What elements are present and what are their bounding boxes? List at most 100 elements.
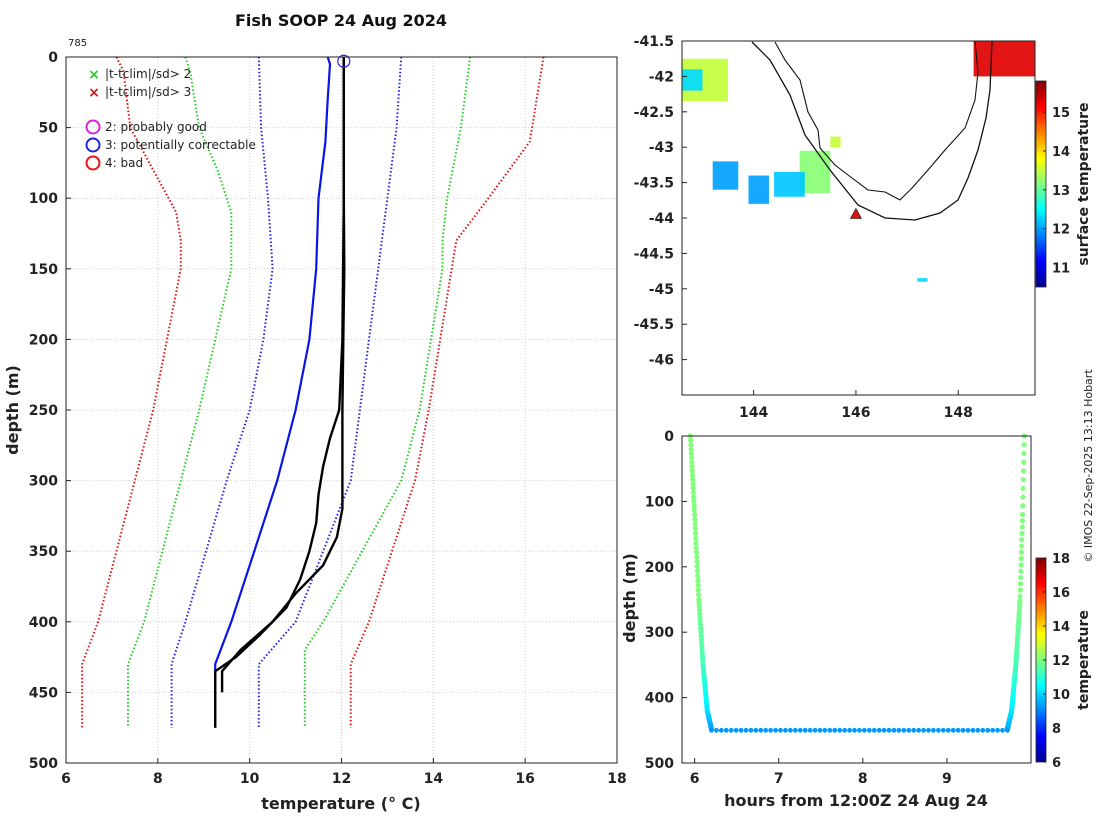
- depth-time-point: [1019, 537, 1025, 543]
- depth-time-point: [1021, 459, 1027, 465]
- depth-time-point: [695, 578, 701, 584]
- depth-time-point: [689, 459, 695, 465]
- drop-id-label: 785: [68, 38, 87, 49]
- temperature-colorbar-tick-label: 12: [1052, 654, 1070, 669]
- depth-time-point: [935, 727, 941, 733]
- depth-time-x-tick-label: 8: [858, 771, 868, 787]
- map-y-tick-label: -44: [649, 211, 675, 227]
- map-y-tick-label: -46: [649, 353, 674, 369]
- depth-time-panel: 6 7 8 9 0 100 200 300 400 500 hours from 12:00Z …: [620, 429, 1092, 810]
- depth-time-point: [1017, 587, 1023, 593]
- depth-time-point: [1018, 549, 1025, 555]
- depth-time-point: [694, 559, 700, 565]
- depth-time-point: [1020, 494, 1026, 500]
- legend-label-bad: 4: bad: [105, 156, 143, 170]
- legend-marker-magenta-circle: [85, 119, 101, 135]
- depth-time-point: [783, 727, 788, 733]
- depth-time-y-tick-label: 100: [645, 494, 674, 510]
- imos-credit: © IMOS 22-Sep-2025 13:13 Hobart: [1082, 369, 1095, 563]
- depth-time-point: [778, 727, 783, 733]
- depth-time-point: [693, 540, 699, 546]
- sst-patch: [774, 171, 805, 197]
- profile-x-label: temperature (° C): [261, 794, 420, 813]
- depth-time-point: [866, 727, 872, 733]
- legend-marker-green-x: ×: [88, 67, 100, 83]
- depth-time-point: [695, 587, 701, 593]
- temperature-colorbar-tick-label: 14: [1052, 620, 1070, 635]
- legend-marker-red-x: ×: [88, 85, 100, 101]
- depth-time-point: [768, 727, 774, 733]
- depth-time-point: [1021, 442, 1027, 448]
- legend-marker-blue-circle: [85, 137, 101, 153]
- depth-time-point: [1020, 468, 1027, 474]
- depth-time-point: [695, 592, 702, 598]
- depth-time-point: [832, 727, 838, 733]
- depth-time-point: [691, 507, 697, 513]
- depth-time-y-ticks: 0 100 200 300 400 500: [645, 429, 687, 772]
- depth-time-point: [693, 544, 699, 551]
- sst-colorbar-tick-label: 11: [1052, 262, 1070, 277]
- depth-time-point: [1018, 562, 1024, 568]
- profile-y-tick-label: 50: [39, 121, 59, 137]
- map-y-tick-label: -43: [649, 140, 674, 156]
- depth-time-point: [709, 727, 714, 733]
- profile-y-tick-label: 350: [29, 544, 58, 560]
- depth-time-frame: [681, 435, 1032, 764]
- depth-time-point: [940, 727, 946, 733]
- map-x-ticks: 144 146 148: [739, 390, 973, 421]
- depth-time-point: [960, 727, 966, 733]
- depth-time-point: [695, 573, 701, 579]
- depth-time-point: [692, 526, 698, 532]
- depth-time-point: [690, 490, 697, 496]
- profile-series-clim-3sd: [81, 57, 182, 728]
- depth-time-point: [842, 727, 848, 733]
- sst-colorbar-tick-label: 12: [1052, 223, 1070, 238]
- map-y-tick-label: -43.5: [634, 176, 674, 192]
- depth-time-point: [689, 472, 696, 478]
- temperature-colorbar-tick-label: 18: [1052, 552, 1070, 567]
- profile-y-tick-label: 150: [29, 262, 58, 278]
- map-y-ticks: -41.5 -42 -42.5 -43 -43.5 -44 -44.5 -45 -45.5 -46: [634, 34, 687, 369]
- depth-time-point: [990, 727, 996, 733]
- legend-marker-red-circle: [85, 155, 101, 171]
- depth-time-y-tick-label: 300: [645, 625, 674, 641]
- legend-label-3sd: |t-tclim|/sd> 3: [105, 85, 191, 99]
- depth-time-point: [876, 727, 882, 733]
- depth-time-point: [691, 494, 697, 500]
- legend-label-2sd: |t-tclim|/sd> 2: [105, 67, 191, 81]
- depth-time-point: [1005, 727, 1010, 733]
- depth-time-point: [1017, 598, 1023, 604]
- profile-x-tick-label: 16: [515, 771, 534, 787]
- depth-time-point: [690, 485, 696, 491]
- temperature-colorbar-tick-label: 6: [1052, 756, 1061, 771]
- profile-x-tick-label: 6: [61, 771, 71, 787]
- depth-time-y-tick-label: 200: [645, 560, 674, 576]
- depth-time-point: [926, 727, 931, 733]
- depth-time-point: [1019, 524, 1025, 530]
- depth-time-point: [906, 727, 912, 733]
- depth-time-point: [802, 727, 808, 733]
- sst-patch: [748, 175, 769, 204]
- legend-label-correctable: 3: potentially correctable: [105, 138, 256, 152]
- depth-time-point: [738, 727, 744, 733]
- depth-time-point: [695, 582, 701, 588]
- depth-time-point: [822, 727, 828, 733]
- depth-time-point: [728, 727, 734, 733]
- temperature-colorbar-ticks: 6 8 10 12 14 16 18: [1043, 552, 1070, 771]
- coast-outer: [751, 41, 993, 221]
- profile-series-clim-1sd: [170, 57, 274, 728]
- depth-time-point: [1018, 574, 1024, 581]
- depth-time-point: [847, 727, 852, 733]
- depth-time-point: [690, 481, 696, 487]
- profile-y-label: depth (m): [3, 365, 22, 455]
- sst-patch: [682, 69, 703, 91]
- depth-time-point: [694, 568, 701, 574]
- temperature-colorbar-tick-label: 8: [1052, 722, 1061, 737]
- profile-y-tick-label: 100: [29, 191, 58, 207]
- depth-time-point: [995, 727, 1000, 733]
- profile-series-observed-up: [213, 57, 345, 728]
- depth-time-point: [901, 727, 907, 733]
- profile-y-tick-label: 500: [29, 756, 58, 772]
- legend: × |t-tclim|/sd> 2 × |t-tclim|/sd> 3 2: p…: [85, 67, 256, 171]
- depth-time-point: [886, 727, 892, 733]
